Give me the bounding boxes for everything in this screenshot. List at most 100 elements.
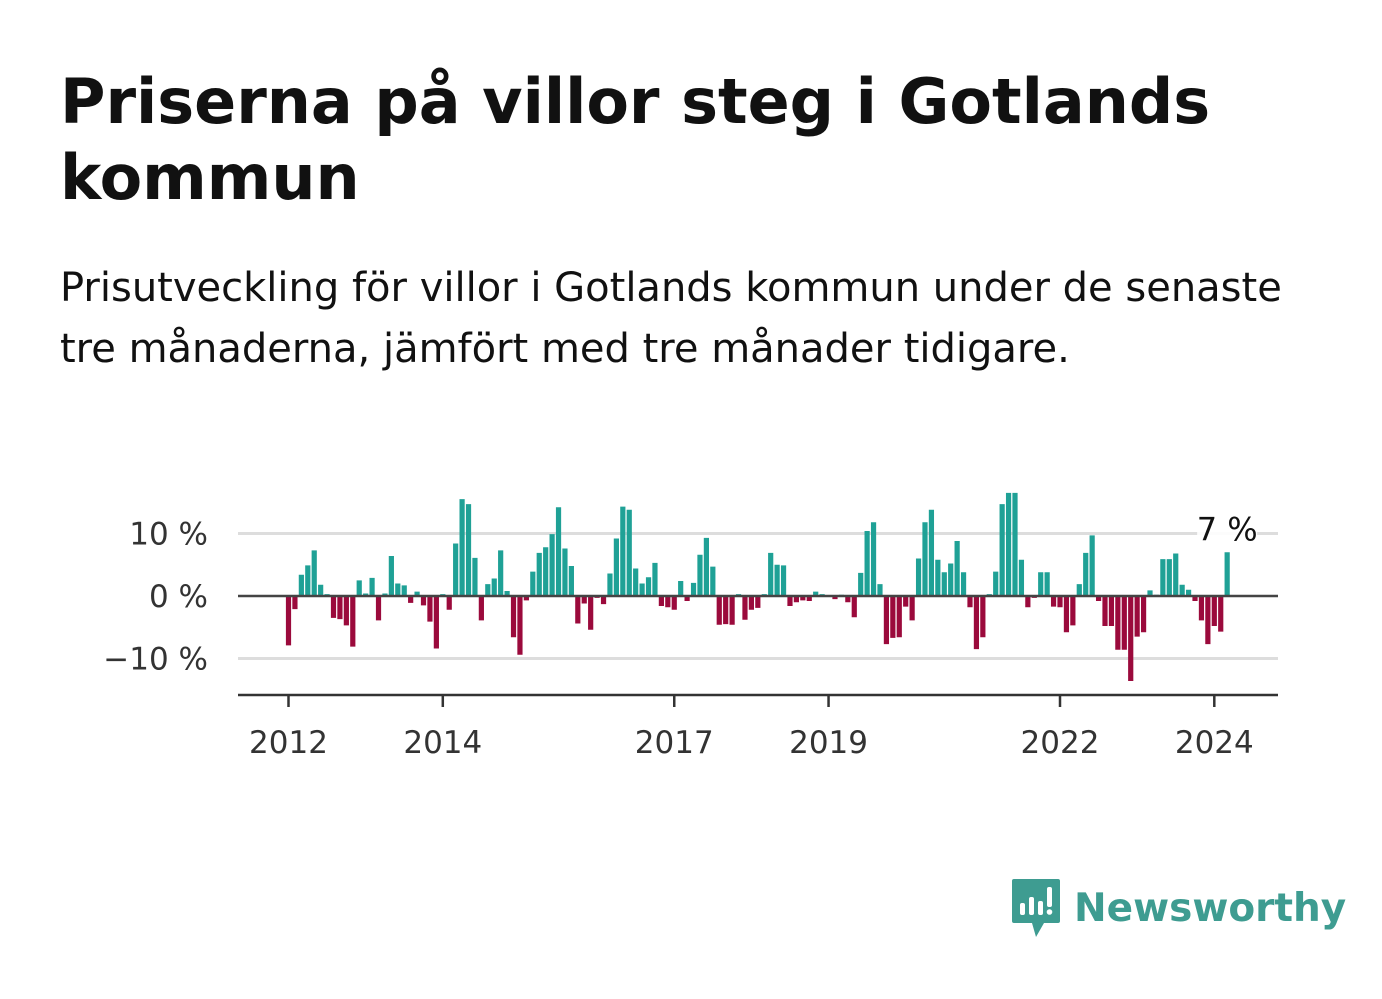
bar [1166, 559, 1172, 597]
bar [954, 541, 960, 596]
bar [658, 596, 664, 606]
bar [903, 596, 909, 607]
bar [420, 596, 427, 606]
bar [626, 509, 632, 596]
bar [832, 596, 838, 600]
bar [1128, 596, 1134, 681]
bar [1218, 596, 1224, 632]
bar [870, 522, 877, 596]
gridlines [238, 532, 1278, 660]
bar [543, 547, 549, 596]
bar [350, 596, 356, 647]
bar [292, 596, 298, 610]
bar [858, 572, 864, 597]
bar [684, 596, 690, 601]
bar [742, 596, 748, 620]
bar [883, 596, 890, 645]
bar [1005, 492, 1012, 597]
bar [671, 596, 677, 610]
bar [723, 596, 729, 625]
newsworthy-logo-icon [1012, 879, 1060, 937]
bar [427, 596, 433, 622]
chart-subtitle: Prisutveckling för villor i Gotlands kom… [60, 265, 1282, 372]
bar [1211, 596, 1217, 626]
bar [1160, 559, 1166, 597]
bar [973, 596, 980, 650]
bar [453, 543, 459, 596]
bar [478, 596, 484, 621]
bar [999, 504, 1005, 597]
bar [530, 571, 536, 597]
bar [523, 596, 529, 601]
bar [1012, 492, 1018, 597]
x-tick-label: 2024 [1175, 725, 1254, 761]
bar [633, 568, 639, 596]
bar [1205, 596, 1211, 645]
bar [851, 596, 857, 618]
brand-name: Newsworthy [1074, 885, 1347, 931]
bar [1044, 572, 1050, 596]
bars [285, 492, 1230, 681]
bar [1063, 596, 1070, 633]
bar [536, 552, 542, 597]
bar [780, 565, 787, 597]
chart-title: Priserna på villor steg i Gotlands kommu… [60, 65, 1211, 214]
bar [665, 596, 671, 608]
bar [1070, 596, 1076, 626]
bar [337, 596, 343, 620]
bar [620, 506, 626, 597]
newsworthy-logo: Newsworthy [1010, 876, 1346, 940]
bar [388, 556, 394, 596]
bar [748, 596, 754, 610]
x-tick-label: 2012 [249, 725, 328, 761]
last-value-label: 7 % [1197, 510, 1258, 548]
bar [433, 596, 439, 649]
bar [915, 558, 922, 596]
bar [408, 596, 414, 603]
bar [755, 596, 761, 608]
bar [1192, 596, 1198, 601]
bar [703, 537, 709, 597]
bar [1140, 596, 1147, 633]
bar [1198, 596, 1205, 621]
bar [909, 596, 915, 621]
bar [1185, 589, 1192, 596]
bar [716, 596, 722, 625]
bar [1108, 596, 1115, 626]
x-tick-label: 2022 [1021, 725, 1100, 761]
bar [1089, 535, 1095, 596]
bar [504, 591, 510, 596]
bar [588, 596, 594, 630]
bar [1018, 559, 1025, 596]
bar [485, 584, 491, 597]
bar [1025, 596, 1031, 608]
last-value-label-bg [1197, 514, 1258, 547]
x-tick-label: 2014 [403, 725, 482, 761]
bar [1134, 596, 1140, 637]
bar [948, 563, 954, 596]
bar [980, 596, 986, 638]
bar [459, 499, 465, 597]
bar [652, 562, 658, 597]
bar [941, 572, 947, 596]
bar [491, 578, 497, 596]
bar [768, 552, 774, 597]
bar [613, 538, 619, 596]
bar [1179, 584, 1185, 596]
bar [1147, 590, 1153, 597]
bar [922, 522, 928, 596]
bar [395, 583, 401, 596]
bar [793, 596, 799, 603]
bar [678, 581, 684, 596]
bar [498, 550, 504, 597]
bar [787, 596, 793, 606]
bar [896, 596, 902, 638]
bar [890, 596, 896, 638]
bar [645, 577, 652, 596]
bar [967, 596, 973, 608]
bar [774, 564, 780, 596]
bar [1102, 596, 1108, 626]
bar [472, 557, 478, 597]
bar [562, 548, 568, 596]
bar [864, 531, 870, 596]
